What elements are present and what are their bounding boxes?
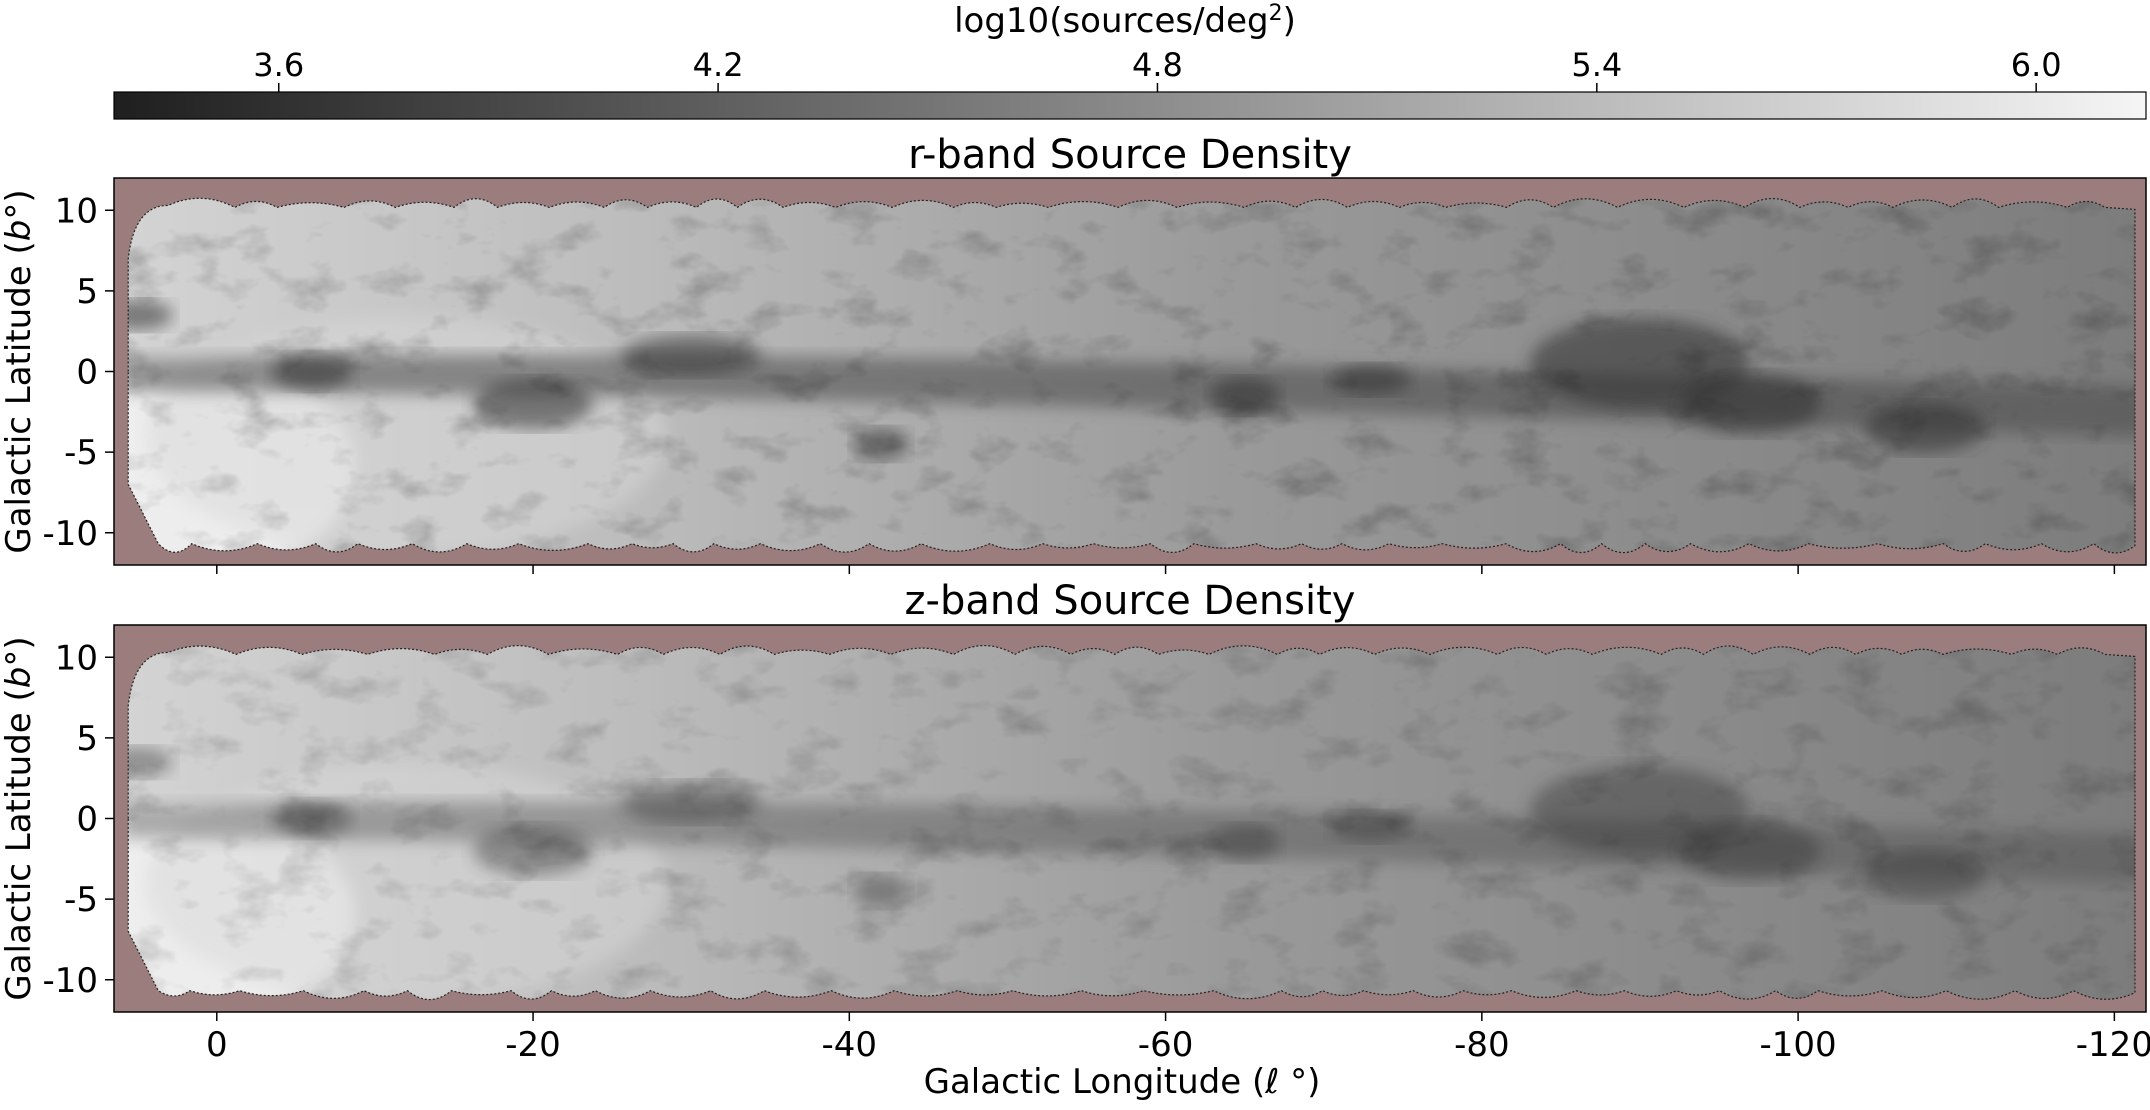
x-axis-label: Galactic Longitude (ℓ °) xyxy=(924,1062,1321,1102)
colorbar-tick-label: 6.0 xyxy=(2011,46,2062,84)
y-axis-label: Galactic Latitude (b°) xyxy=(0,636,39,1000)
colorbar-tick-label: 5.4 xyxy=(1571,46,1622,84)
x-tick-label: -40 xyxy=(822,1025,878,1065)
density-map xyxy=(128,198,2135,553)
x-tick-label: 0 xyxy=(206,1025,228,1065)
colorbar-ticks xyxy=(278,83,2037,92)
colorbar: log10(sources/deg2) 3.6 4.2 4.8 5.4 6.0 xyxy=(113,1,2147,120)
y-ticks: 10 5 0 -5 -10 xyxy=(42,638,114,1001)
x-tick-label: -100 xyxy=(1760,1025,1837,1065)
y-tick-label: 0 xyxy=(76,353,98,393)
x-tick-label: -120 xyxy=(2076,1025,2150,1065)
y-tick-label: 5 xyxy=(76,272,98,312)
x-ticks: 0 -20 -40 -60 -80 -100 -120 xyxy=(206,1012,2150,1065)
x-ticks xyxy=(216,565,2116,574)
density-map xyxy=(128,645,2135,1000)
colorbar-tick-label: 3.6 xyxy=(253,46,304,84)
y-ticks: 10 5 0 -5 -10 xyxy=(42,191,114,554)
y-tick-label: 0 xyxy=(76,800,98,840)
y-tick-label: 5 xyxy=(76,719,98,759)
colorbar-gradient xyxy=(113,91,2147,120)
panel-title: z-band Source Density xyxy=(905,578,1356,624)
footprint-outline xyxy=(127,197,2136,554)
y-tick-label: 10 xyxy=(55,191,98,231)
x-tick-label: -60 xyxy=(1138,1025,1194,1065)
y-tick-label: -10 xyxy=(42,514,98,554)
y-tick-label: 10 xyxy=(55,638,98,678)
panel-title: r-band Source Density xyxy=(908,132,1352,178)
x-tick-label: -20 xyxy=(505,1025,561,1065)
y-tick-label: -10 xyxy=(42,961,98,1001)
y-axis-label: Galactic Latitude (b°) xyxy=(0,189,39,553)
footprint-outline xyxy=(127,645,2136,1001)
colorbar-tick-label: 4.8 xyxy=(1132,46,1183,84)
colorbar-label: log10(sources/deg2) xyxy=(954,1,1296,41)
x-tick-label: -80 xyxy=(1454,1025,1510,1065)
y-tick-label: -5 xyxy=(64,433,98,473)
colorbar-tick-label: 4.2 xyxy=(693,46,744,84)
colorbar-tick-labels: 3.6 4.2 4.8 5.4 6.0 xyxy=(253,46,2061,84)
y-tick-label: -5 xyxy=(64,880,98,920)
